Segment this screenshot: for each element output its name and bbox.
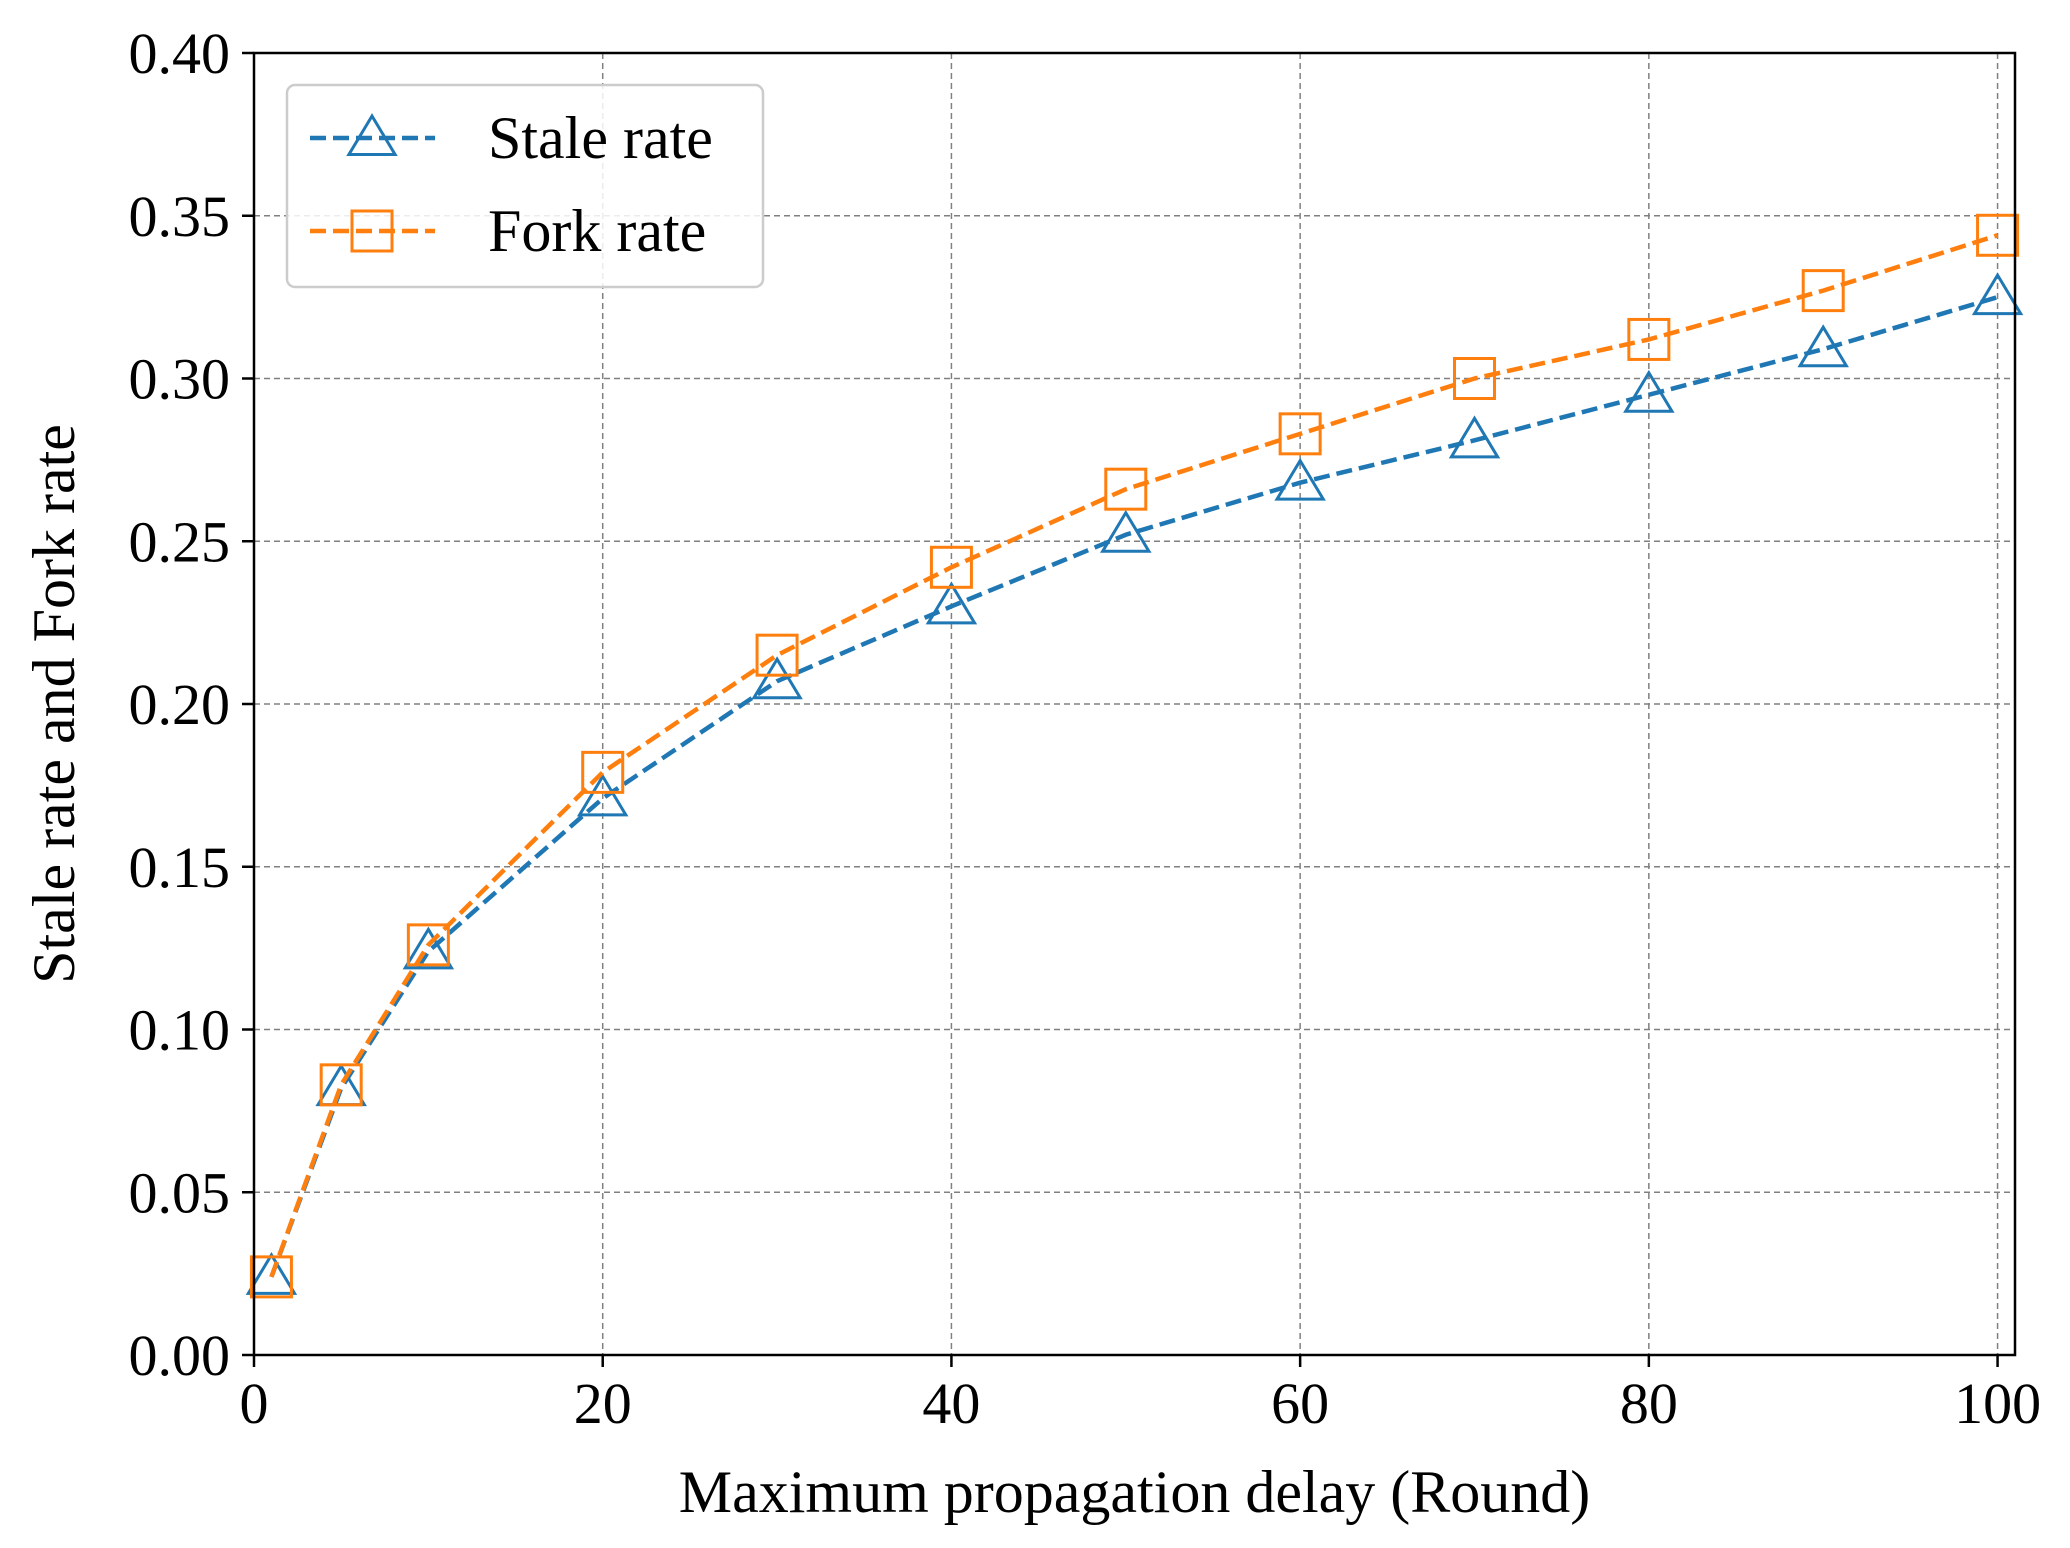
grid <box>254 53 2015 1355</box>
data-point-triangle <box>1971 272 2024 316</box>
series-group <box>245 213 2024 1299</box>
data-point-square <box>1801 269 1845 313</box>
y-tick-label: 0.05 <box>129 1160 231 1225</box>
y-tick-label: 0.30 <box>129 347 231 412</box>
data-point-square <box>1627 317 1671 361</box>
data-point-square <box>319 1063 363 1107</box>
x-tick-label: 40 <box>922 1371 980 1436</box>
legend-box <box>285 83 765 289</box>
y-tick-label: 0.40 <box>129 21 231 86</box>
y-tick-label: 0.15 <box>129 835 231 900</box>
y-tick-label: 0.25 <box>129 509 231 574</box>
data-point-triangle <box>576 773 629 817</box>
legend-label: Fork rate <box>488 198 706 264</box>
legend-item: Fork rate <box>310 198 706 264</box>
legend-items: Stale rate Fork rate <box>310 105 713 264</box>
series-line <box>269 294 1999 1278</box>
legend: Stale rate Fork rate <box>285 83 765 289</box>
x-tick-label: 60 <box>1271 1371 1329 1436</box>
data-point-triangle <box>1623 369 1675 413</box>
series-line <box>269 233 1999 1278</box>
y-tick-label: 0.10 <box>129 998 231 1063</box>
data-point-triangle <box>751 656 803 700</box>
y-axis-title: Stale rate and Fork rate <box>21 424 87 984</box>
x-tick-label: 100 <box>1954 1371 2041 1436</box>
x-tick-label: 20 <box>574 1371 632 1436</box>
x-tick-label: 0 <box>240 1371 269 1436</box>
legend-item: Stale rate <box>310 105 713 171</box>
data-point-square <box>1452 357 1496 400</box>
legend-marker-triangle <box>346 113 398 156</box>
x-axis-title: Maximum propagation delay (Round) <box>679 1459 1590 1525</box>
data-point-triangle <box>315 1063 367 1107</box>
series-2 <box>249 213 2020 1299</box>
data-point-square <box>1278 412 1322 456</box>
data-point-triangle <box>1797 324 1849 368</box>
y-tick-label: 0.20 <box>129 672 231 737</box>
series-1 <box>245 272 2024 1295</box>
data-point-square <box>929 545 973 589</box>
data-point-square <box>249 1255 293 1299</box>
y-tick-label: 0.00 <box>129 1323 231 1388</box>
data-point-square <box>1976 213 2020 257</box>
data-point-square <box>1104 467 1148 511</box>
axis-ticks: 0 20 40 60 80 100 0.00 0.05 0.10 0.15 0.20 0.25 0.30… <box>129 21 2042 1436</box>
data-point-triangle <box>1100 509 1152 553</box>
data-point-square <box>406 923 450 967</box>
data-point-square <box>755 633 799 677</box>
data-point-triangle <box>1274 457 1326 501</box>
data-point-triangle <box>402 926 455 970</box>
data-point-triangle <box>245 1251 298 1295</box>
data-point-square <box>581 750 625 794</box>
legend-label: Stale rate <box>488 105 713 171</box>
x-tick-label: 80 <box>1620 1371 1678 1436</box>
data-point-triangle <box>1448 415 1501 459</box>
y-tick-label: 0.35 <box>129 184 231 249</box>
legend-marker-square <box>350 209 394 253</box>
data-point-triangle <box>925 581 978 625</box>
